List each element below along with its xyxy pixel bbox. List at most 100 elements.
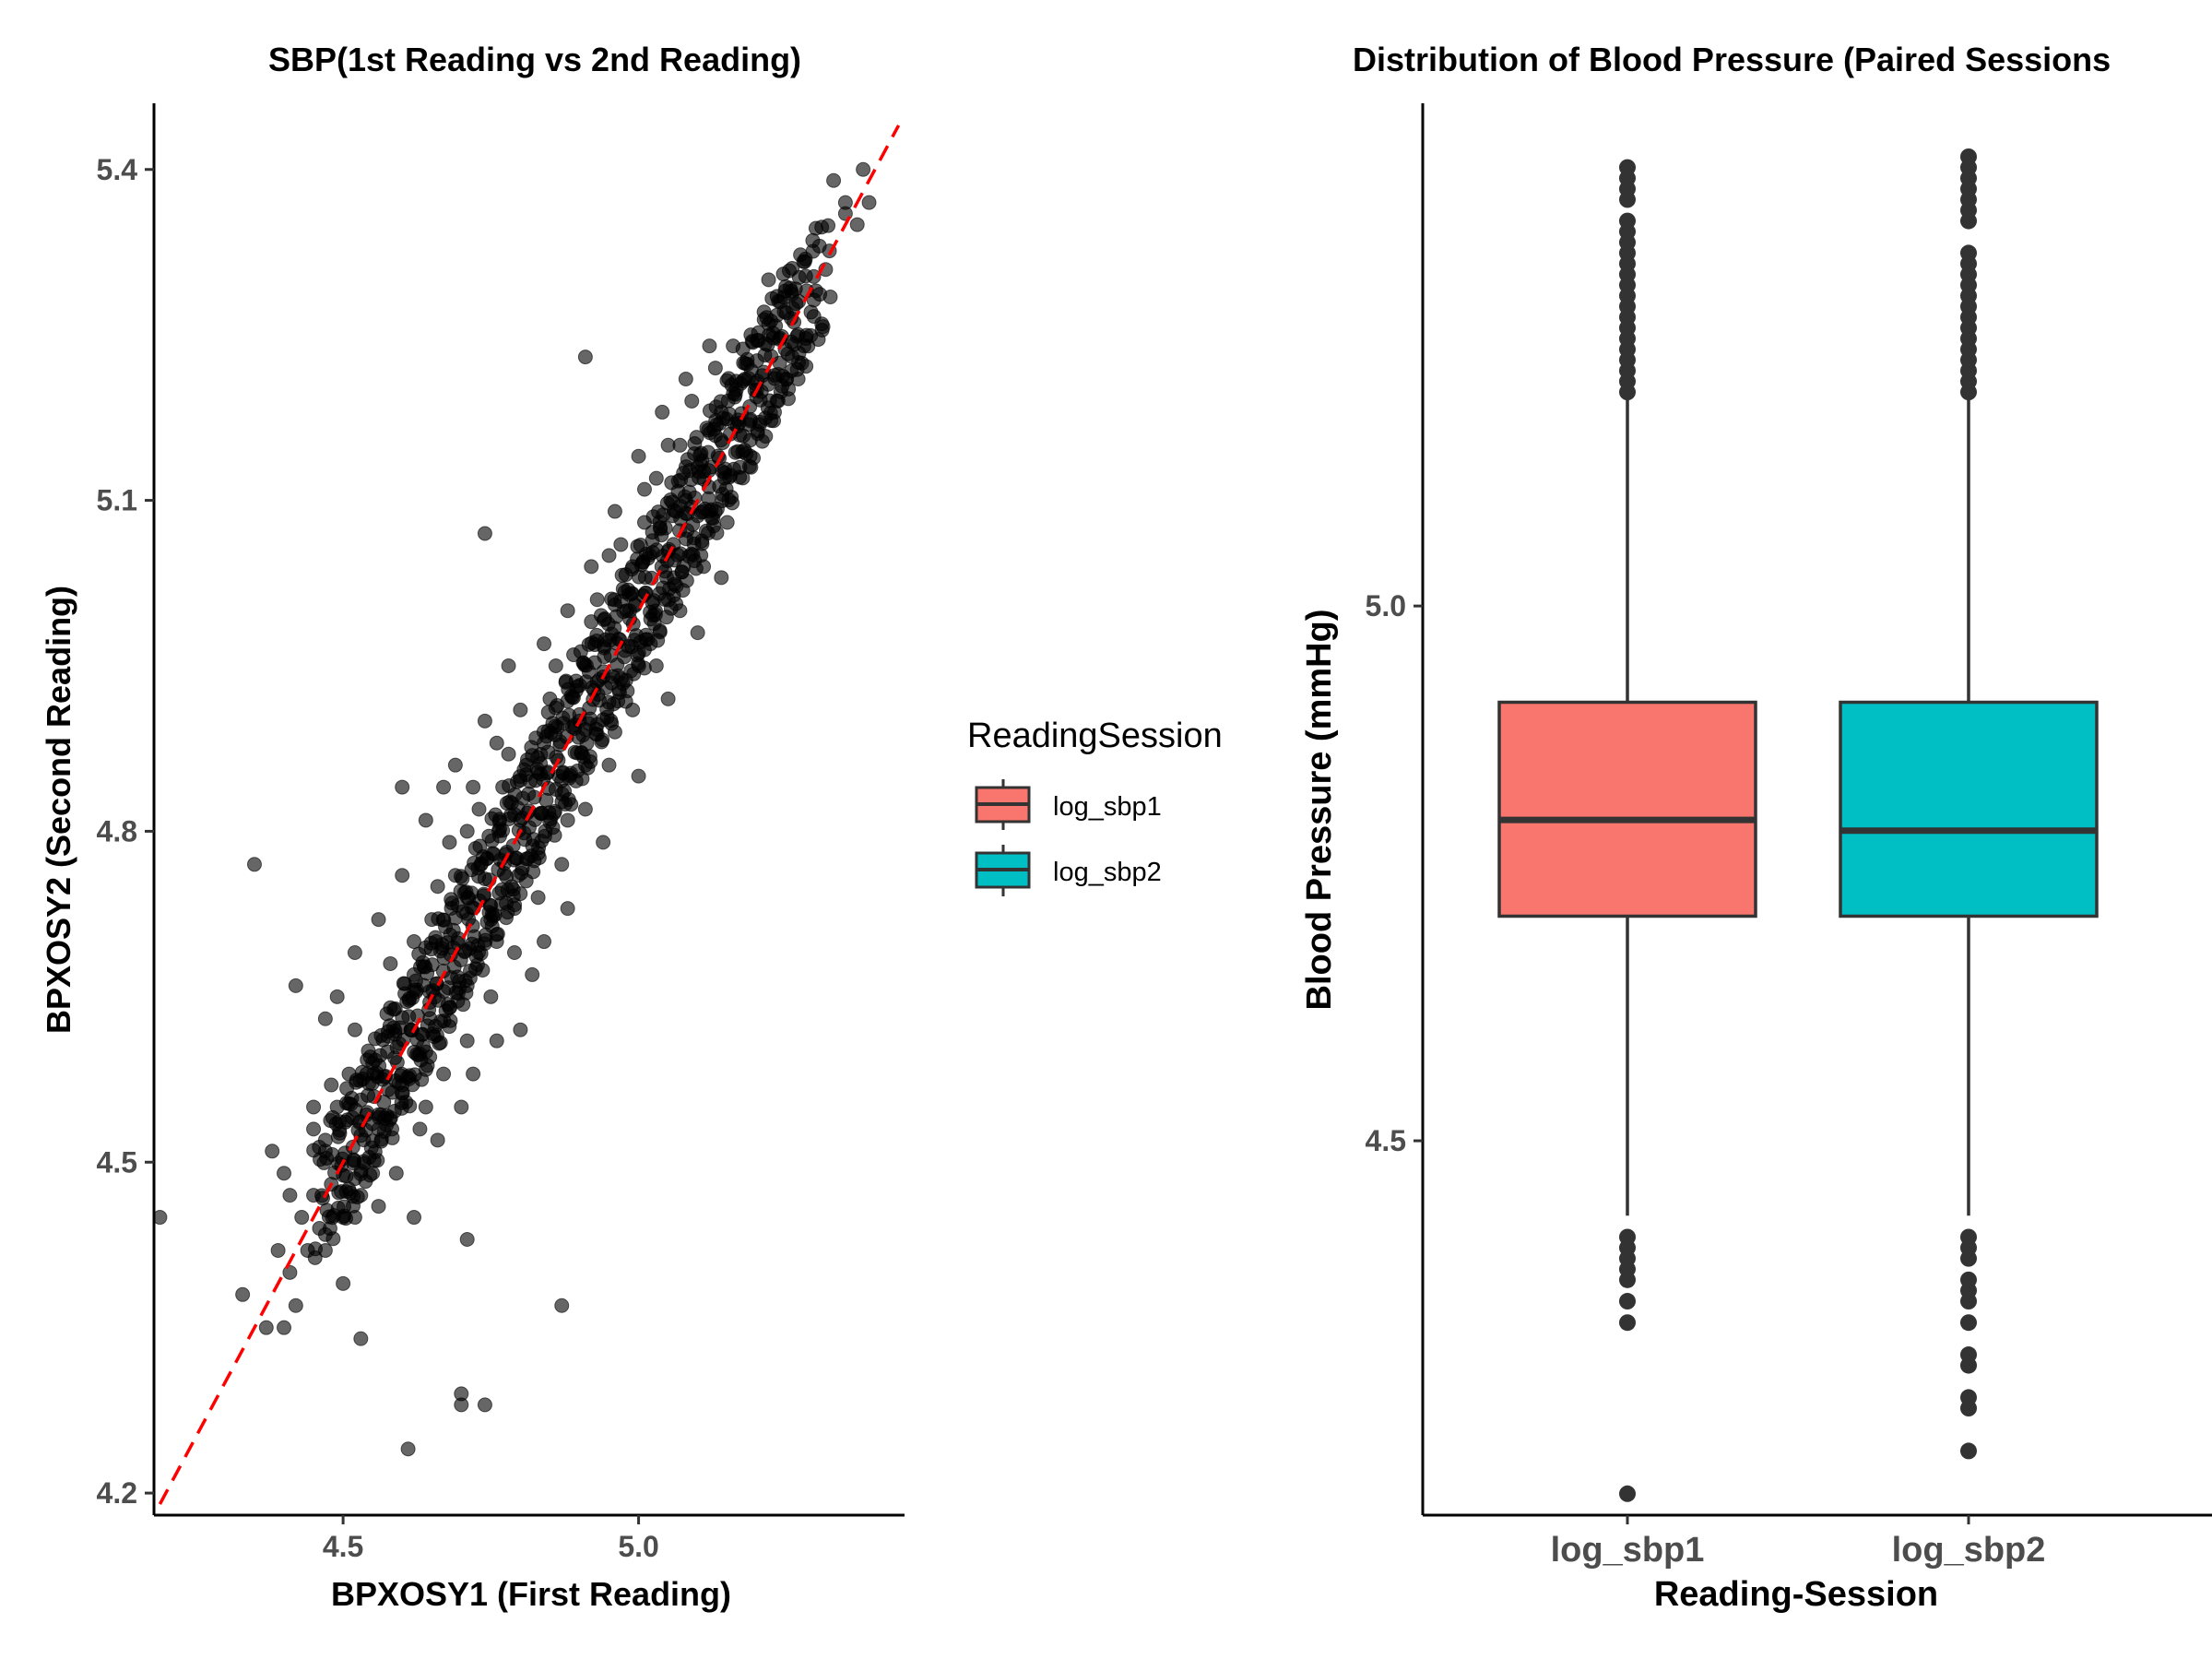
scatter-point (690, 459, 705, 475)
scatter-point (412, 1121, 428, 1137)
scatter-point (387, 1023, 403, 1038)
scatter-point (363, 1140, 379, 1155)
scatter-point (625, 702, 641, 717)
outlier-point (1960, 244, 1977, 262)
scatter-point (542, 691, 558, 706)
scatter-point (550, 719, 565, 735)
scatter-point (584, 559, 599, 575)
scatter-point (444, 895, 460, 911)
scatter-point (407, 966, 422, 982)
outlier-point (1960, 1346, 1977, 1364)
scatter-point (329, 1099, 345, 1115)
scatter-point (643, 636, 658, 652)
scatter-point (702, 338, 717, 354)
scatter-point (589, 717, 605, 732)
scatter-point (607, 621, 622, 636)
scatter-point (489, 1033, 504, 1049)
scatter-point (501, 658, 516, 674)
scatter-point (667, 570, 682, 586)
scatter-point (407, 1210, 422, 1226)
scatter-point (826, 172, 842, 188)
scatter-point (642, 547, 657, 563)
scatter-point (518, 757, 534, 773)
scatter-point (681, 549, 697, 564)
scatter-point (607, 504, 622, 519)
scatter-point (537, 735, 552, 751)
scatter-point (739, 446, 754, 462)
scatter-point (648, 470, 664, 486)
scatter-point (447, 868, 463, 883)
scatter-point (607, 724, 622, 740)
scatter-point (418, 1044, 433, 1060)
scatter-point (613, 671, 629, 687)
outlier-point (1960, 1442, 1977, 1460)
scatter-point (306, 1188, 322, 1203)
legend-key-log-sbp1 (975, 779, 1031, 830)
scatter-x-tick-label: 5.0 (618, 1530, 658, 1563)
scatter-point (348, 1102, 363, 1118)
scatter-point (371, 1199, 386, 1215)
scatter-point (407, 934, 422, 950)
scatter-point (400, 1441, 416, 1457)
outlier-point (1619, 1228, 1636, 1246)
scatter-point (577, 801, 593, 817)
scatter-point (660, 437, 676, 453)
scatter-point (793, 247, 809, 263)
scatter-point (631, 448, 646, 464)
legend: ReadingSession log_sbp1 log_sbp2 (967, 717, 1223, 896)
scatter-point (265, 1144, 280, 1159)
scatter-point (533, 755, 549, 771)
scatter-point (347, 1022, 362, 1037)
scatter-point (466, 1066, 481, 1082)
scatter-point (459, 978, 475, 993)
scatter-point (601, 548, 617, 563)
scatter-point (655, 404, 670, 420)
scatter-point (466, 779, 481, 795)
scatter-point (436, 1066, 452, 1082)
scatter-point (388, 1166, 404, 1181)
scatter-point (784, 283, 799, 299)
scatter-point (726, 338, 741, 354)
scatter-point (651, 504, 667, 520)
scatter-point (317, 1144, 333, 1159)
scatter-point (861, 195, 877, 210)
scatter-point (660, 691, 676, 706)
scatter-point (509, 774, 525, 789)
scatter-point (424, 912, 440, 928)
scatter-point (773, 294, 788, 310)
outlier-point (1960, 148, 1977, 165)
scatter-point (718, 481, 734, 497)
scatter-point (306, 1121, 322, 1137)
scatter-point (277, 1320, 292, 1335)
boxplot-title: Distribution of Blood Pressure (Paired S… (1353, 41, 2111, 78)
scatter-x-tick-label: 4.5 (323, 1530, 363, 1563)
scatter-point (525, 966, 540, 982)
scatter-point (696, 559, 712, 575)
scatter-point (684, 393, 700, 409)
scatter-point (306, 1099, 322, 1115)
scatter-point (743, 459, 759, 475)
scatter-point (330, 1129, 346, 1144)
scatter-point (477, 526, 492, 541)
scatter-point (791, 269, 807, 285)
scatter-point (288, 1298, 303, 1313)
scatter-point (483, 912, 499, 928)
scatter-point (536, 772, 551, 788)
scatter-point (757, 348, 773, 363)
scatter-point (589, 592, 605, 608)
scatter-point (483, 989, 499, 1004)
scatter-point (454, 1386, 469, 1402)
scatter-point (721, 371, 737, 386)
scatter-point (837, 195, 853, 210)
scatter-point (479, 851, 494, 867)
scatter-point (560, 812, 575, 828)
outlier-point (1619, 1314, 1636, 1332)
boxplot-x-axis-title: Reading-Session (1654, 1575, 1938, 1614)
scatter-point (518, 851, 534, 867)
scatter-point (630, 647, 645, 663)
scatter-point (282, 1188, 298, 1203)
scatter-point (505, 882, 521, 897)
scatter-point (394, 1100, 409, 1116)
scatter-point (341, 1066, 357, 1082)
scatter-point (707, 361, 723, 376)
